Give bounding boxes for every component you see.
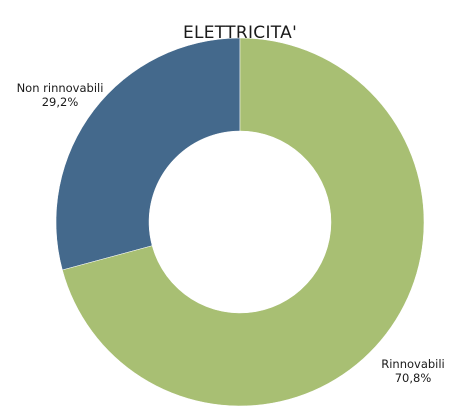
slice-label-value: 29,2% [42,95,79,109]
donut-slices [55,37,425,407]
slice-label-name: Non rinnovabili [17,81,104,95]
slice-label: Non rinnovabili 29,2% [17,81,104,109]
slice-non-rinnovabili [55,37,241,271]
slice-labels: Non rinnovabili 29,2% Rinnovabili 70,8% [17,81,445,385]
slice-label-value: 70,8% [395,371,432,385]
slice-rinnovabili [62,37,425,407]
slice-label-name: Rinnovabili [381,357,445,371]
chart-title: ELETTRICITA' [183,23,297,43]
slice-label: Rinnovabili 70,8% [381,357,445,385]
